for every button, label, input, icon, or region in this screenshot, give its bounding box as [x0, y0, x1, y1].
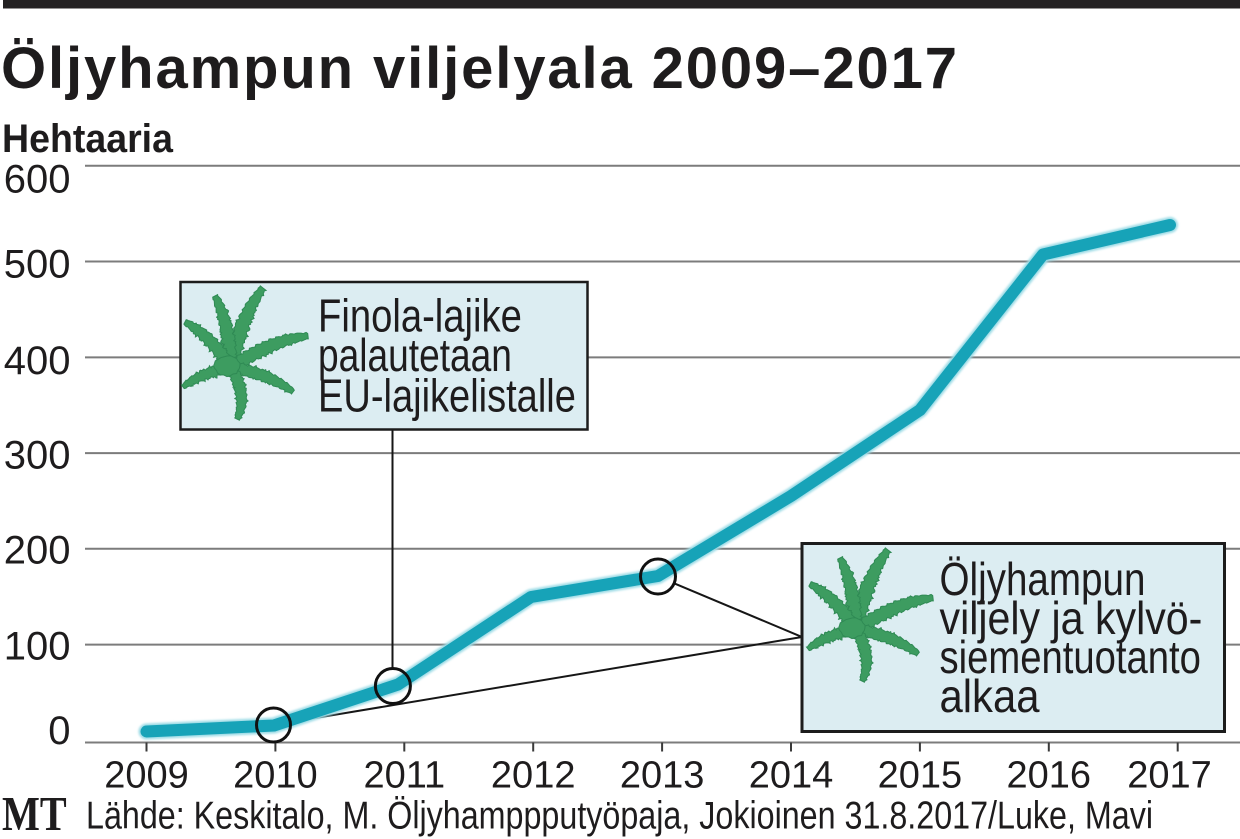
svg-text:Öljyhampun viljelyala 2009–201: Öljyhampun viljelyala 2009–2017 — [1, 36, 957, 101]
svg-text:Hehtaaria: Hehtaaria — [2, 117, 173, 161]
svg-text:2013: 2013 — [620, 755, 705, 797]
svg-text:0: 0 — [48, 709, 70, 753]
svg-text:palautetaan: palautetaan — [318, 329, 512, 381]
svg-text:2017: 2017 — [1127, 755, 1212, 797]
svg-text:Öljyhampun: Öljyhampun — [940, 554, 1146, 606]
svg-text:2011: 2011 — [363, 755, 445, 797]
svg-text:siementuotanto: siementuotanto — [940, 631, 1201, 683]
svg-text:alkaa: alkaa — [940, 671, 1040, 723]
svg-text:2009: 2009 — [104, 755, 189, 797]
svg-text:400: 400 — [4, 339, 71, 383]
svg-text:500: 500 — [4, 243, 71, 287]
svg-text:2012: 2012 — [491, 755, 576, 797]
svg-text:100: 100 — [4, 625, 71, 669]
svg-text:MT: MT — [2, 786, 67, 839]
svg-text:600: 600 — [4, 158, 71, 202]
svg-text:2016: 2016 — [1007, 755, 1092, 797]
svg-text:Finola-lajike: Finola-lajike — [318, 290, 522, 342]
svg-text:2010: 2010 — [233, 755, 318, 797]
svg-text:200: 200 — [4, 529, 71, 573]
svg-text:Lähde: Keskitalo, M. Öljyhampp: Lähde: Keskitalo, M. Öljyhamppputyöpaja,… — [86, 794, 1153, 838]
svg-text:300: 300 — [4, 434, 71, 478]
svg-text:viljely ja kylvö-: viljely ja kylvö- — [940, 593, 1203, 645]
svg-text:2014: 2014 — [749, 755, 834, 797]
svg-text:EU-lajikelistalle: EU-lajikelistalle — [318, 371, 576, 422]
svg-text:2015: 2015 — [878, 755, 963, 797]
